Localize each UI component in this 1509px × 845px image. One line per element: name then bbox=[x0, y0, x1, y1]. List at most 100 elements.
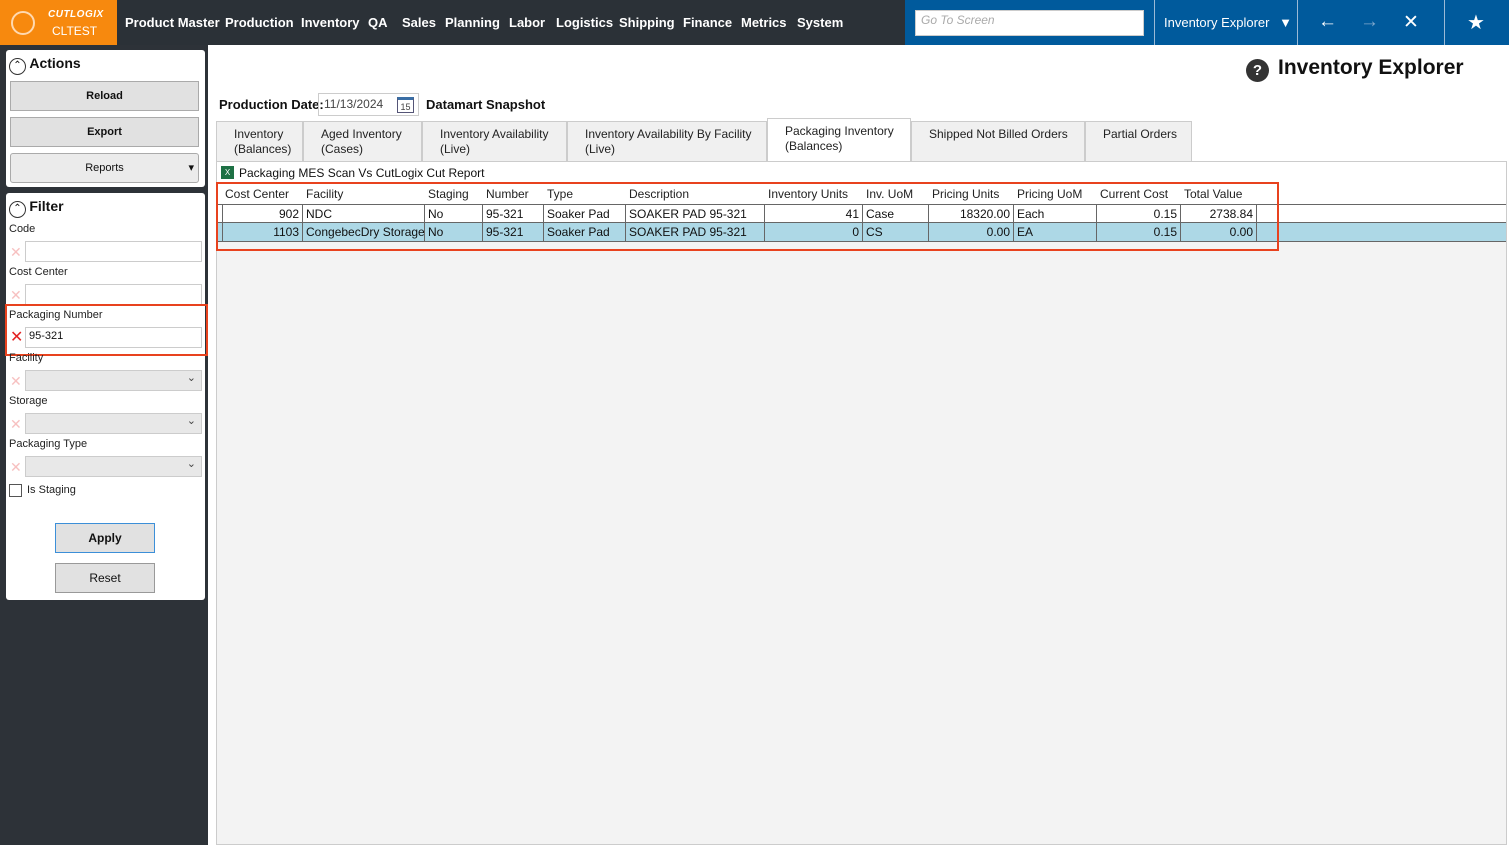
clear-packaging-type-icon[interactable]: ✕ bbox=[10, 459, 22, 475]
cost-center-label: Cost Center bbox=[9, 266, 68, 278]
is-staging-checkbox[interactable] bbox=[9, 484, 22, 497]
app-logo[interactable]: CUTLOGIX CLTEST bbox=[0, 0, 117, 45]
column-header[interactable]: Current Cost bbox=[1100, 187, 1169, 201]
tab-sublabel: (Live) bbox=[440, 142, 471, 156]
column-header[interactable]: Staging bbox=[428, 187, 469, 201]
table-cell: 0.15 bbox=[1097, 223, 1181, 242]
tab-shipped-not-billed-orders[interactable]: Shipped Not Billed Orders bbox=[911, 121, 1085, 161]
tab-label: Inventory Availability By Facility bbox=[585, 127, 752, 141]
tab-inventory[interactable]: Inventory (Balances) bbox=[216, 121, 303, 161]
tab-label: Aged Inventory bbox=[321, 127, 402, 141]
tab-label: Inventory bbox=[234, 127, 284, 141]
nav-logistics[interactable]: Logistics bbox=[556, 15, 614, 30]
dropdown-icon: ▾ bbox=[188, 162, 194, 174]
column-header[interactable]: Total Value bbox=[1184, 187, 1243, 201]
packaging-type-select[interactable] bbox=[25, 456, 202, 477]
help-icon[interactable]: ? bbox=[1246, 59, 1269, 82]
table-row[interactable]: 902 NDC No 95-321 Soaker Pad SOAKER PAD 95-32… bbox=[217, 204, 1506, 224]
packaging-number-label: Packaging Number bbox=[9, 309, 103, 321]
nav-finance[interactable]: Finance bbox=[683, 15, 733, 30]
nav-shipping[interactable]: Shipping bbox=[619, 15, 675, 30]
packaging-number-input[interactable]: 95-321 bbox=[25, 327, 202, 348]
nav-qa[interactable]: QA bbox=[368, 15, 388, 30]
report-link[interactable]: Packaging MES Scan Vs CutLogix Cut Repor… bbox=[239, 166, 485, 180]
go-to-screen-input[interactable]: Go To Screen bbox=[915, 10, 1144, 36]
nav-sales[interactable]: Sales bbox=[402, 15, 436, 30]
table-cell: 1103 bbox=[222, 223, 303, 242]
clear-storage-icon[interactable]: ✕ bbox=[10, 416, 22, 432]
nav-metrics[interactable]: Metrics bbox=[741, 15, 787, 30]
tab-partial-orders[interactable]: Partial Orders bbox=[1085, 121, 1192, 161]
column-header[interactable]: Cost Center bbox=[225, 187, 290, 201]
table-cell: 95-321 bbox=[483, 223, 544, 242]
export-button[interactable]: Export bbox=[10, 117, 199, 147]
tab-sublabel: (Balances) bbox=[785, 139, 843, 153]
column-header[interactable]: Number bbox=[486, 187, 529, 201]
production-date-label: Production Date: bbox=[219, 97, 324, 112]
table-cell: No bbox=[425, 223, 483, 242]
tab-label: Inventory Availability bbox=[440, 127, 549, 141]
close-icon[interactable]: ✕ bbox=[1403, 12, 1419, 33]
screen-select[interactable]: Inventory Explorer ▼ bbox=[1164, 15, 1292, 30]
is-staging-label: Is Staging bbox=[27, 484, 76, 496]
tab-sublabel: (Balances) bbox=[234, 142, 292, 156]
production-date-input[interactable]: 11/13/2024 15 bbox=[318, 93, 419, 116]
nav-system[interactable]: System bbox=[797, 15, 844, 30]
column-header[interactable]: Description bbox=[629, 187, 690, 201]
tab-aged-inventory[interactable]: Aged Inventory (Cases) bbox=[303, 121, 422, 161]
tab-packaging-inventory[interactable]: Packaging Inventory (Balances) bbox=[767, 118, 911, 161]
clear-packaging-number-icon[interactable]: ✕ bbox=[10, 329, 24, 346]
brand-name: CUTLOGIX bbox=[48, 9, 104, 20]
tab-label: Shipped Not Billed Orders bbox=[929, 127, 1068, 141]
inventory-grid bbox=[216, 161, 1507, 845]
page-title: Inventory Explorer bbox=[1278, 56, 1464, 79]
table-cell: 0 bbox=[765, 223, 863, 242]
column-header[interactable]: Facility bbox=[306, 187, 344, 201]
back-arrow-icon[interactable]: ← bbox=[1318, 11, 1337, 32]
table-cell: Soaker Pad bbox=[544, 223, 626, 242]
apply-button[interactable]: Apply bbox=[55, 523, 155, 553]
table-cell: EA bbox=[1014, 223, 1097, 242]
column-header[interactable]: Pricing UoM bbox=[1017, 187, 1083, 201]
facility-select[interactable] bbox=[25, 370, 202, 391]
snapshot-label: Datamart Snapshot bbox=[426, 97, 546, 112]
column-header[interactable]: Pricing Units bbox=[932, 187, 1000, 201]
column-header[interactable]: Type bbox=[547, 187, 574, 201]
storage-label: Storage bbox=[9, 395, 48, 407]
collapse-icon: ⌃ bbox=[9, 201, 26, 218]
table-row[interactable]: 1103 CongebecDry Storage No 95-321 Soaker Pa… bbox=[217, 223, 1506, 242]
column-header[interactable]: Inv. UoM bbox=[866, 187, 914, 201]
tab-label: Partial Orders bbox=[1103, 127, 1178, 141]
nav-product-master[interactable]: Product Master bbox=[125, 15, 220, 30]
nav-inventory[interactable]: Inventory bbox=[301, 15, 360, 30]
filter-header[interactable]: ⌃ Filter bbox=[9, 198, 64, 218]
code-label: Code bbox=[9, 223, 36, 235]
nav-production[interactable]: Production bbox=[225, 15, 294, 30]
reports-dropdown[interactable]: Reports ▾ bbox=[10, 153, 199, 183]
table-cell: 0.00 bbox=[1181, 223, 1257, 242]
column-header[interactable]: Inventory Units bbox=[768, 187, 849, 201]
actions-header[interactable]: ⌃ Actions bbox=[9, 55, 81, 75]
tab-sublabel: (Cases) bbox=[321, 142, 364, 156]
tab-inventory-availability-by-facility[interactable]: Inventory Availability By Facility (Live) bbox=[567, 121, 767, 161]
forward-arrow-icon[interactable]: → bbox=[1360, 11, 1379, 32]
reset-button[interactable]: Reset bbox=[55, 563, 155, 593]
clear-code-icon[interactable]: ✕ bbox=[10, 244, 22, 260]
nav-labor[interactable]: Labor bbox=[509, 15, 546, 30]
highlight-box bbox=[5, 304, 208, 356]
favorite-star-icon[interactable]: ★ bbox=[1467, 12, 1485, 34]
clear-cost-center-icon[interactable]: ✕ bbox=[10, 287, 22, 303]
clear-facility-icon[interactable]: ✕ bbox=[10, 373, 22, 389]
production-date-value: 11/13/2024 bbox=[324, 97, 384, 111]
code-input[interactable] bbox=[25, 241, 202, 262]
calendar-icon[interactable]: 15 bbox=[397, 97, 414, 113]
tab-sublabel: (Live) bbox=[585, 142, 616, 156]
cost-center-input[interactable] bbox=[25, 284, 202, 305]
table-cell: SOAKER PAD 95-321 bbox=[626, 223, 765, 242]
table-cell: CongebecDry Storage bbox=[303, 223, 425, 242]
storage-select[interactable] bbox=[25, 413, 202, 434]
collapse-icon: ⌃ bbox=[9, 58, 26, 75]
nav-planning[interactable]: Planning bbox=[445, 15, 500, 30]
reload-button[interactable]: Reload bbox=[10, 81, 199, 111]
tab-inventory-availability[interactable]: Inventory Availability (Live) bbox=[422, 121, 567, 161]
